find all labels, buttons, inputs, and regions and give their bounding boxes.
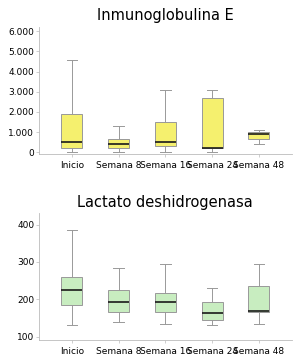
PathPatch shape bbox=[108, 139, 129, 148]
Title: Lactato deshidrogenasa: Lactato deshidrogenasa bbox=[77, 194, 253, 210]
PathPatch shape bbox=[202, 98, 223, 148]
PathPatch shape bbox=[248, 286, 269, 312]
PathPatch shape bbox=[61, 277, 82, 305]
PathPatch shape bbox=[61, 114, 82, 148]
PathPatch shape bbox=[248, 132, 269, 139]
PathPatch shape bbox=[155, 293, 176, 312]
PathPatch shape bbox=[202, 302, 223, 320]
Title: Inmunoglobulina E: Inmunoglobulina E bbox=[97, 8, 234, 23]
PathPatch shape bbox=[108, 290, 129, 312]
PathPatch shape bbox=[155, 122, 176, 146]
